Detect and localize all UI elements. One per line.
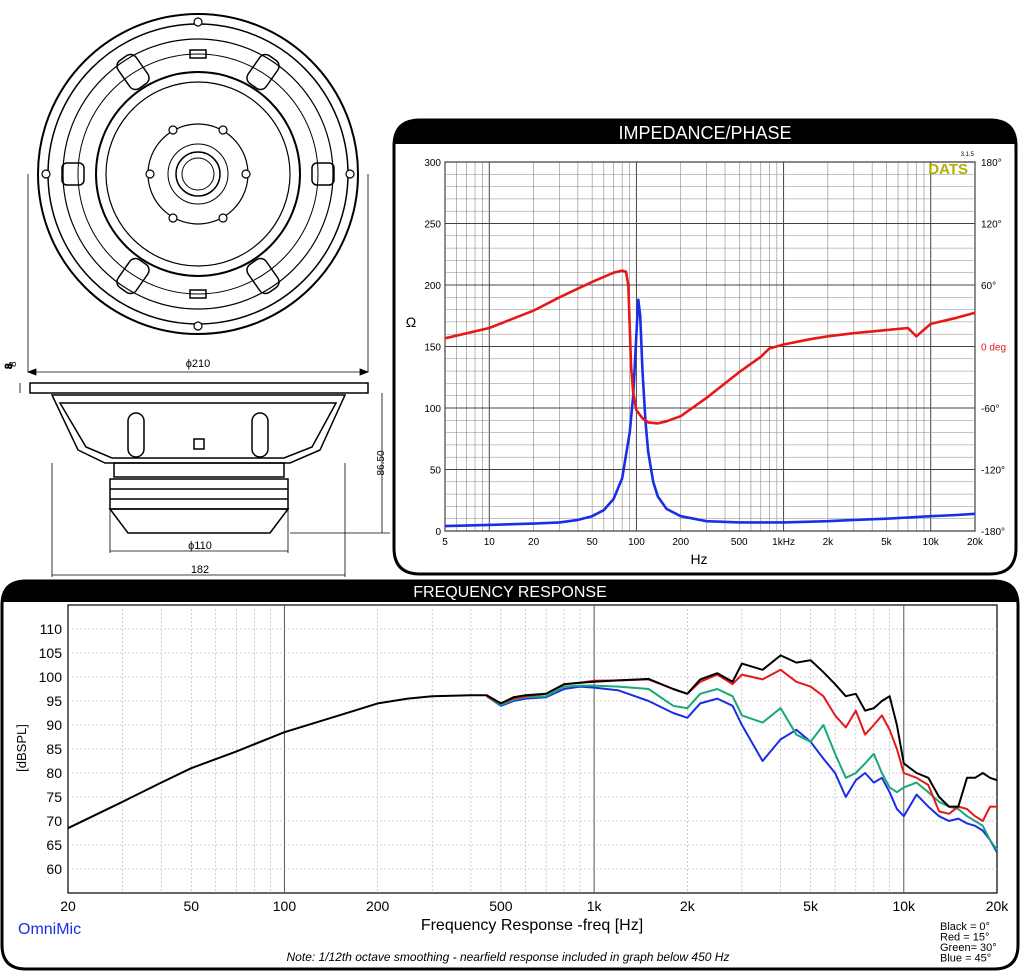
dim-flange: 8 [8,361,19,367]
impedance-ylabel: Ω [406,314,416,330]
frequency-x-tick-label: 1k [587,898,603,914]
impedance-y2-tick-label: 120° [981,220,1002,231]
frequency-x-tick-label: 5k [803,898,819,914]
impedance-x-tick-label: 20k [967,537,984,548]
impedance-y-tick-label: 300 [424,158,441,169]
frequency-x-tick-label: 20 [60,898,76,914]
impedance-y-tick-label: 150 [424,343,441,354]
impedance-phase-chart: IMPEDANCE/PHASE 5 10 20 50 100 200 500 1kHz 2k 5k… [392,118,1018,576]
impedance-y2-tick-label: 60° [981,281,996,292]
impedance-series-line [444,298,976,528]
dim-basket-width: 182 [191,564,209,576]
impedance-y2-tick-label: 0 deg [981,343,1006,354]
impedance-x-tick-label: 200 [672,537,689,548]
svg-text:8: 8 [4,363,15,369]
frequency-x-tick-label: 20k [986,898,1010,914]
dim-depth: 86.50 [376,450,387,475]
impedance-x-tick-label: 5 [442,537,448,548]
frequency-y-tick-label: 85 [46,741,62,757]
impedance-grid [444,161,976,532]
impedance-x-tick-label: 1kHz [772,537,795,548]
frequency-x-tick-label: 10k [892,898,916,914]
frequency-response-chart: FREQUENCY RESPONSE 20 50 100 200 500 1k 2k 5k 10… [0,579,1020,971]
impedance-axis-ticks: 5 10 20 50 100 200 500 1kHz 2k 5k 10k 20k 0 50 100 150 2… [424,158,1006,548]
legend-entry: Red = 15° [940,932,989,944]
impedance-series [444,269,976,528]
frequency-y-tick-label: 80 [46,765,62,781]
frequency-axis-ticks: 20 50 100 200 500 1k 2k 5k 10k 20k 60 65 70 75 80 85 90 9… [39,621,1010,914]
frequency-x-tick-label: 100 [273,898,297,914]
legend-entry: Black = 0° [940,921,990,933]
impedance-x-tick-label: 10 [484,537,496,548]
impedance-y2-tick-label: -60° [981,404,999,415]
frequency-x-tick-label: 200 [366,898,390,914]
frequency-x-tick-label: 500 [489,898,513,914]
impedance-y-tick-label: 50 [430,466,442,477]
impedance-x-tick-label: 10k [923,537,940,548]
impedance-y-tick-label: 250 [424,220,441,231]
frequency-y-tick-label: 70 [46,813,62,829]
speaker-front-view-drawing: ϕ210 [26,13,370,376]
frequency-y-tick-label: 65 [46,837,62,853]
impedance-x-tick-label: 5k [881,537,893,548]
frequency-ylabel: [dBSPL] [14,724,29,772]
frequency-y-tick-label: 110 [40,621,63,637]
speaker-side-view-drawing: 8 8 86.50 ϕ110 182 [4,361,390,577]
dim-outer-diameter: ϕ210 [186,358,211,370]
frequency-y-tick-label: 75 [46,789,62,805]
impedance-xlabel: Hz [690,551,707,567]
brand-label: OmniMic [18,921,81,938]
frequency-y-tick-label: 95 [46,693,62,709]
impedance-x-tick-label: 100 [628,537,645,548]
frequency-x-tick-label: 50 [183,898,199,914]
phase-series-line [444,269,976,425]
dim-magnet-diameter: ϕ110 [188,540,212,552]
frequency-series-line [67,654,998,830]
impedance-x-tick-label: 50 [587,537,599,548]
impedance-watermark: DATS [928,161,968,178]
frequency-y-tick-label: 105 [39,645,63,661]
frequency-series-line [486,684,998,851]
frequency-series [67,654,998,853]
impedance-version: 3.1.5 [961,152,975,158]
frequency-legend: Black = 0°Red = 15°Green= 30°Blue = 45° [940,921,997,965]
impedance-x-tick-label: 20 [528,537,540,548]
impedance-y2-tick-label: 180° [981,158,1002,169]
impedance-panel-title: IMPEDANCE/PHASE [618,123,791,143]
frequency-grid [67,604,998,894]
impedance-x-tick-label: 2k [823,537,835,548]
impedance-x-tick-label: 500 [731,537,748,548]
frequency-x-tick-label: 2k [680,898,696,914]
frequency-y-tick-label: 60 [46,861,62,877]
legend-entry: Green= 30° [940,942,997,954]
legend-entry: Blue = 45° [940,953,991,965]
impedance-y-tick-label: 100 [424,404,441,415]
frequency-panel-title: FREQUENCY RESPONSE [413,584,607,601]
measurement-note: Note: 1/12th octave smoothing - nearfiel… [287,950,730,964]
impedance-y2-tick-label: -120° [981,466,1005,477]
frequency-series-line [486,685,998,853]
impedance-y-tick-label: 200 [424,281,441,292]
frequency-y-tick-label: 90 [46,717,62,733]
frequency-xlabel: Frequency Response -freq [Hz] [421,917,643,934]
impedance-y2-tick-label: -180° [981,527,1005,538]
impedance-y-tick-label: 0 [435,527,441,538]
frequency-y-tick-label: 100 [39,669,63,685]
